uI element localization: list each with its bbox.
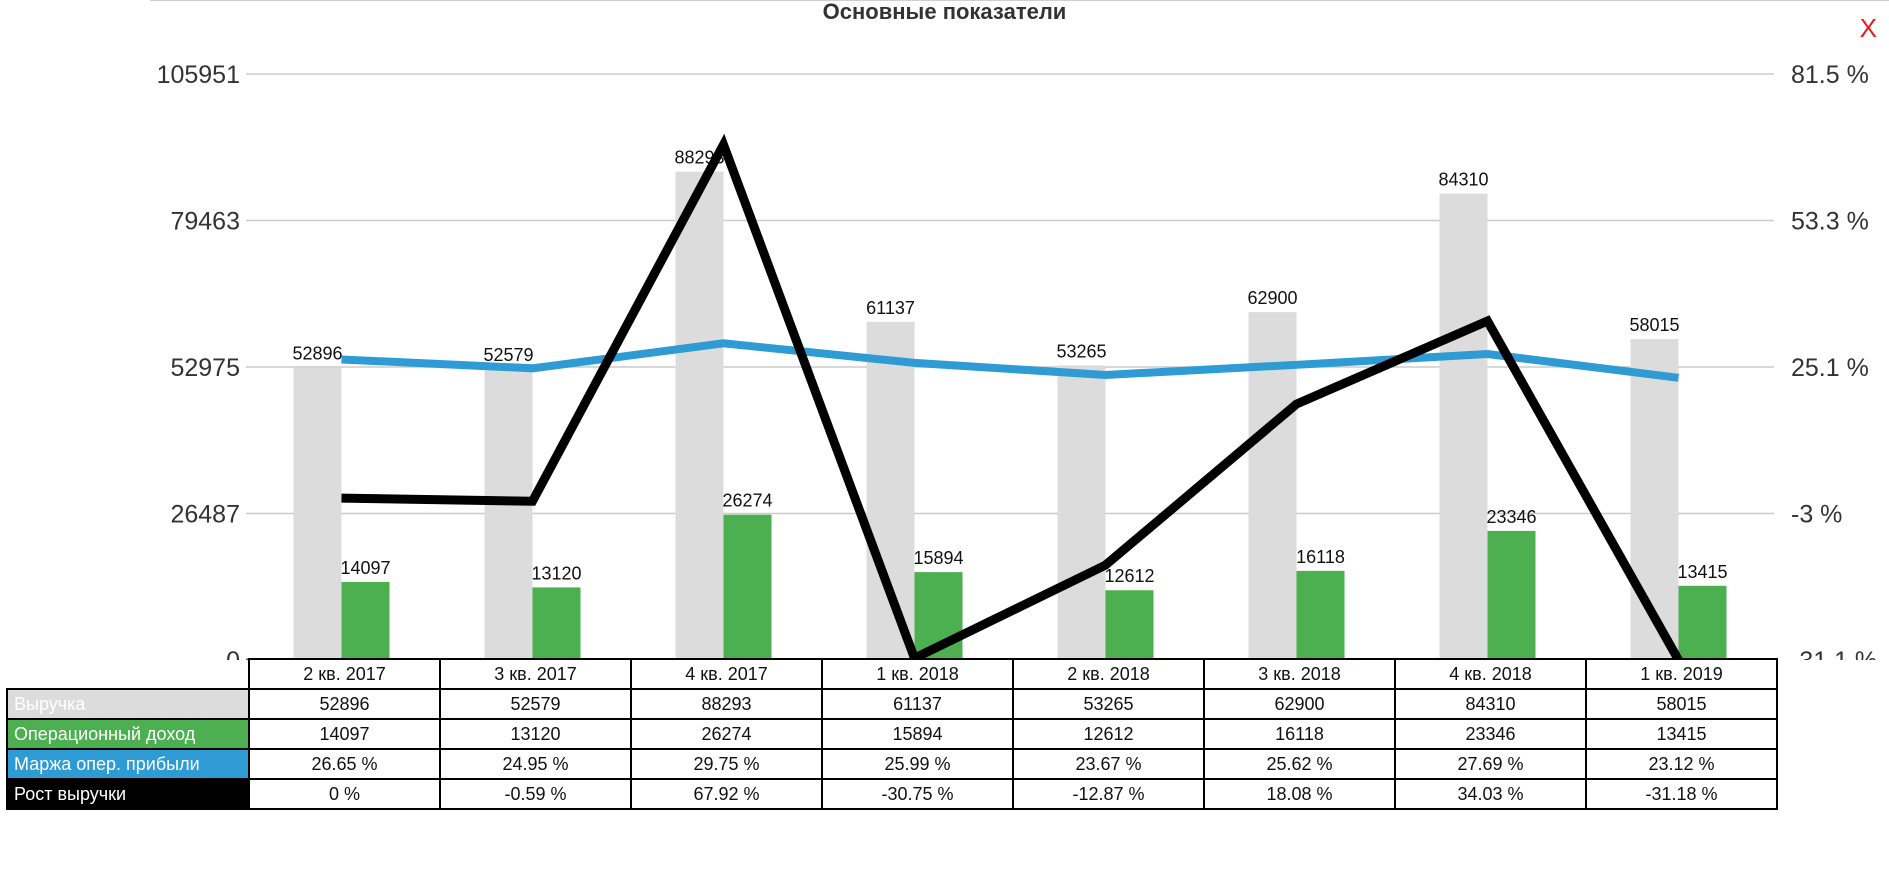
table-row: Операционный доход 14097 13120 26274 15894 12… xyxy=(6,718,1778,750)
operating-income-bar xyxy=(532,587,581,660)
table-value-cell: 29.75 % xyxy=(630,748,823,780)
table-value-cell: 18.08 % xyxy=(1203,778,1396,810)
chart-title: Основные показатели xyxy=(822,0,1067,24)
table-row: Выручка 52896 52579 88293 61137 53265 62900 843… xyxy=(6,688,1778,720)
revenue-bar-label: 62900 xyxy=(1247,288,1297,308)
operating-income-bar-label: 15894 xyxy=(913,548,963,568)
table-value-cell: 34.03 % xyxy=(1394,778,1587,810)
right-axis-tick-label: 81.5 % xyxy=(1791,61,1869,89)
left-axis-tick-label: 79463 xyxy=(170,208,240,236)
table-value-cell: 58015 xyxy=(1585,688,1778,720)
operating-income-bar-label: 13415 xyxy=(1677,562,1727,582)
table-value-cell: 13415 xyxy=(1585,718,1778,750)
table-value-cell: 25.62 % xyxy=(1203,748,1396,780)
left-axis-tick-label: 105951 xyxy=(157,61,240,89)
operating-income-bar-label: 12612 xyxy=(1104,566,1154,586)
revenue-bar xyxy=(675,171,724,660)
operating-income-bar xyxy=(1487,530,1536,660)
table-value-cell: 26274 xyxy=(630,718,823,750)
table-category-cell: 4 кв. 2017 xyxy=(630,658,823,690)
right-axis-tick-label: 25.1 % xyxy=(1791,354,1869,382)
top-rule xyxy=(150,0,1889,1)
right-axis-tick-label: 53.3 % xyxy=(1791,208,1869,236)
close-button[interactable]: X xyxy=(1859,13,1877,43)
table-value-cell: -0.59 % xyxy=(439,778,632,810)
table-value-cell: 23.67 % xyxy=(1012,748,1205,780)
revenue-bar xyxy=(1439,193,1488,660)
table-value-cell: 15894 xyxy=(821,718,1014,750)
operating-income-bar-label: 23346 xyxy=(1486,507,1536,527)
table-value-cell: 88293 xyxy=(630,688,823,720)
table-value-cell: -12.87 % xyxy=(1012,778,1205,810)
revenue-bar-label: 84310 xyxy=(1438,170,1488,190)
table-value-cell: 62900 xyxy=(1203,688,1396,720)
table-value-cell: 67.92 % xyxy=(630,778,823,810)
table-value-cell: 52896 xyxy=(248,688,441,720)
operating-income-bar xyxy=(1678,585,1727,660)
operating-income-bar xyxy=(1105,590,1154,660)
table-value-cell: 61137 xyxy=(821,688,1014,720)
table-category-cell: 1 кв. 2019 xyxy=(1585,658,1778,690)
chart-area: 105951 81.5 % 79463 53.3 % 52975 25.1 % 26487 -… xyxy=(157,61,1877,660)
table-value-cell: 0 % xyxy=(248,778,441,810)
revenue-bar xyxy=(293,367,342,660)
revenue-growth-line xyxy=(341,133,1683,660)
table-category-cell: 3 кв. 2018 xyxy=(1203,658,1396,690)
revenue-bar-label: 52896 xyxy=(292,343,342,363)
table-value-cell: 14097 xyxy=(248,718,441,750)
table-value-cell: 84310 xyxy=(1394,688,1587,720)
left-axis-tick-label: 52975 xyxy=(170,354,240,382)
table-value-cell: -31.18 % xyxy=(1585,778,1778,810)
table-category-cell: 2 кв. 2018 xyxy=(1012,658,1205,690)
table-row: Рост выручки 0 % -0.59 % 67.92 % -30.75 % -12… xyxy=(6,778,1778,810)
revenue-bar-label: 52579 xyxy=(483,345,533,365)
table-value-cell: 23.12 % xyxy=(1585,748,1778,780)
table-series-label: Операционный доход xyxy=(6,718,250,750)
table-value-cell: 53265 xyxy=(1012,688,1205,720)
table-value-cell: 52579 xyxy=(439,688,632,720)
table-header-row: 2 кв. 2017 3 кв. 2017 4 кв. 2017 1 кв. 2018… xyxy=(7,658,1778,690)
revenue-bar xyxy=(1057,365,1106,660)
table-series-label: Рост выручки xyxy=(6,778,250,810)
table-value-cell: 13120 xyxy=(439,718,632,750)
table-value-cell: 27.69 % xyxy=(1394,748,1587,780)
operating-income-bar-label: 13120 xyxy=(531,563,581,583)
table-category-cell: 2 кв. 2017 xyxy=(248,658,441,690)
operating-margin-line xyxy=(341,339,1679,382)
revenue-bar xyxy=(866,321,915,660)
table-value-cell: 12612 xyxy=(1012,718,1205,750)
table-value-cell: 24.95 % xyxy=(439,748,632,780)
data-table: 2 кв. 2017 3 кв. 2017 4 кв. 2017 1 кв. 2018… xyxy=(6,658,1778,810)
revenue-bar xyxy=(1630,339,1679,660)
operating-income-bar-label: 14097 xyxy=(340,558,390,578)
right-axis-tick-label: -31.1 % xyxy=(1791,647,1877,660)
table-category-cell: 3 кв. 2017 xyxy=(439,658,632,690)
table-category-cell: 4 кв. 2018 xyxy=(1394,658,1587,690)
revenue-bar-label: 61137 xyxy=(866,298,915,318)
revenue-bar-label: 58015 xyxy=(1629,315,1679,335)
right-axis-tick-label: -3 % xyxy=(1791,501,1842,529)
operating-income-bar xyxy=(723,514,772,660)
operating-income-bar-label: 16118 xyxy=(1296,547,1345,567)
operating-income-bar xyxy=(341,582,390,660)
table-series-label: Маржа опер. прибыли xyxy=(6,748,250,780)
table-category-cell: 1 кв. 2018 xyxy=(821,658,1014,690)
table-value-cell: -30.75 % xyxy=(821,778,1014,810)
table-corner xyxy=(7,659,249,689)
left-axis-tick-label: 0 xyxy=(226,647,240,660)
revenue-bar xyxy=(484,369,533,660)
table-row: Маржа опер. прибыли 26.65 % 24.95 % 29.75 %… xyxy=(6,748,1778,780)
operating-income-bar-label: 26274 xyxy=(722,491,772,511)
revenue-bar-label: 53265 xyxy=(1056,341,1106,361)
operating-income-bar xyxy=(1296,570,1345,660)
table-value-cell: 26.65 % xyxy=(248,748,441,780)
left-axis-tick-label: 26487 xyxy=(170,501,240,529)
table-series-label: Выручка xyxy=(6,688,250,720)
table-value-cell: 25.99 % xyxy=(821,748,1014,780)
table-value-cell: 23346 xyxy=(1394,718,1587,750)
table-value-cell: 16118 xyxy=(1203,718,1396,750)
